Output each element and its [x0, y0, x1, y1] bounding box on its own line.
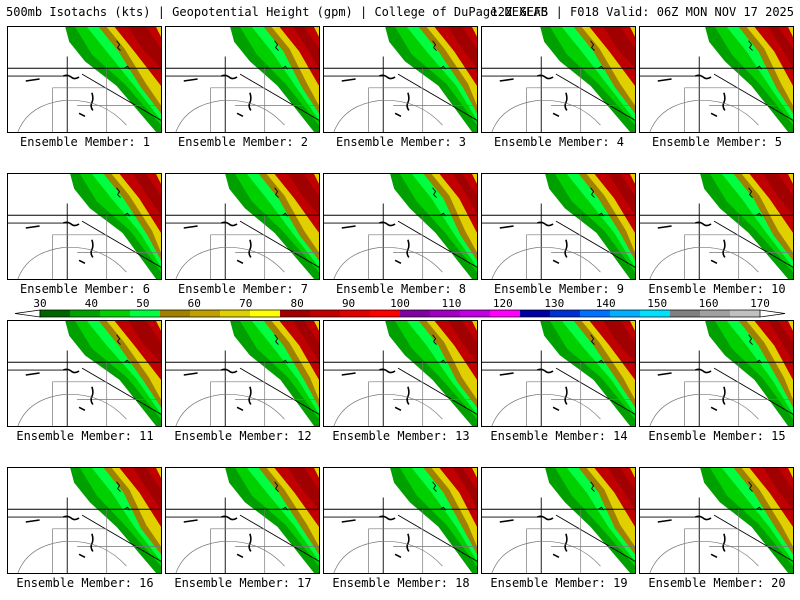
ensemble-map-16 [7, 467, 162, 574]
ensemble-map-1 [7, 26, 162, 133]
colorbar-tick-label: 90 [342, 297, 355, 310]
colorbar-swatch [610, 310, 641, 317]
run-info: 12Z GEFS | F018 Valid: 06Z MON NOV 17 20… [490, 5, 794, 19]
ensemble-member-label: Ensemble Member: 4 [493, 135, 625, 149]
ensemble-map-2 [165, 26, 320, 133]
ensemble-map-9 [481, 173, 636, 280]
colorbar-tick-label: 80 [291, 297, 304, 310]
colorbar-swatch [190, 310, 221, 317]
colorbar-swatch [160, 310, 191, 317]
ensemble-member-label: Ensemble Member: 12 [174, 429, 312, 443]
colorbar-swatch [340, 310, 371, 317]
ensemble-map-14 [481, 320, 636, 427]
ensemble-map-7 [165, 173, 320, 280]
colorbar-tick-label: 30 [33, 297, 46, 310]
ensemble-member-label: Ensemble Member: 16 [16, 576, 154, 590]
colorbar-right-arrow [759, 309, 786, 318]
ensemble-member-label: Ensemble Member: 19 [490, 576, 628, 590]
ensemble-member-label: Ensemble Member: 18 [332, 576, 470, 590]
colorbar-tick-label: 40 [85, 297, 98, 310]
colorbar-swatch [370, 310, 401, 317]
colorbar-swatch [430, 310, 461, 317]
ensemble-map-8 [323, 173, 478, 280]
ensemble-map-5 [639, 26, 794, 133]
ensemble-map-12 [165, 320, 320, 427]
colorbar-swatch [700, 310, 731, 317]
colorbar-tick-label: 100 [390, 297, 410, 310]
colorbar-swatch [220, 310, 251, 317]
ensemble-member-label: Ensemble Member: 13 [332, 429, 470, 443]
colorbar-tick-label: 110 [441, 297, 461, 310]
colorbar-tick-label: 70 [239, 297, 252, 310]
colorbar-swatch [580, 310, 611, 317]
ensemble-map-10 [639, 173, 794, 280]
ensemble-member-label: Ensemble Member: 6 [19, 282, 151, 296]
ensemble-member-label: Ensemble Member: 2 [177, 135, 309, 149]
ensemble-member-label: Ensemble Member: 11 [16, 429, 154, 443]
ensemble-map-19 [481, 467, 636, 574]
ensemble-member-label: Ensemble Member: 9 [493, 282, 625, 296]
ensemble-map-3 [323, 26, 478, 133]
colorbar-tick-label: 50 [136, 297, 149, 310]
colorbar-swatch [400, 310, 431, 317]
colorbar-swatch [520, 310, 551, 317]
colorbar-swatch [490, 310, 521, 317]
colorbar-swatch [460, 310, 491, 317]
ensemble-map-17 [165, 467, 320, 574]
ensemble-map-11 [7, 320, 162, 427]
ensemble-map-6 [7, 173, 162, 280]
colorbar-swatch [730, 310, 761, 317]
colorbar-swatch [250, 310, 281, 317]
ensemble-map-18 [323, 467, 478, 574]
ensemble-map-20 [639, 467, 794, 574]
chart-title: 500mb Isotachs (kts) | Geopotential Heig… [6, 5, 548, 19]
colorbar-swatch [640, 310, 671, 317]
ensemble-member-label: Ensemble Member: 3 [335, 135, 467, 149]
colorbar-tick-label: 140 [596, 297, 616, 310]
colorbar-tick-label: 120 [493, 297, 513, 310]
ensemble-member-label: Ensemble Member: 10 [648, 282, 786, 296]
ensemble-member-label: Ensemble Member: 15 [648, 429, 786, 443]
ensemble-member-label: Ensemble Member: 1 [19, 135, 151, 149]
colorbar-swatch [280, 310, 311, 317]
colorbar-swatch [550, 310, 581, 317]
ensemble-member-label: Ensemble Member: 8 [335, 282, 467, 296]
colorbar-tick-label: 130 [544, 297, 564, 310]
colorbar-swatch [70, 310, 101, 317]
colorbar-swatch [670, 310, 701, 317]
colorbar-swatch [130, 310, 161, 317]
ensemble-member-label: Ensemble Member: 5 [651, 135, 783, 149]
colorbar-tick-label: 160 [699, 297, 719, 310]
colorbar-swatch [40, 310, 71, 317]
colorbar-tick-label: 170 [750, 297, 770, 310]
ensemble-member-label: Ensemble Member: 14 [490, 429, 628, 443]
colorbar-outline [39, 309, 761, 318]
ensemble-map-4 [481, 26, 636, 133]
colorbar-swatch [100, 310, 131, 317]
ensemble-member-label: Ensemble Member: 20 [648, 576, 786, 590]
colorbar-left-arrow [14, 309, 41, 318]
isotach-colorbar: 30 40 50 60 70 80 90 100 110 120 130 140 150 160 170 [0, 296, 800, 322]
ensemble-member-label: Ensemble Member: 17 [174, 576, 312, 590]
ensemble-member-label: Ensemble Member: 7 [177, 282, 309, 296]
ensemble-map-15 [639, 320, 794, 427]
colorbar-tick-label: 60 [188, 297, 201, 310]
colorbar-swatch [310, 310, 341, 317]
ensemble-map-13 [323, 320, 478, 427]
colorbar-tick-label: 150 [647, 297, 667, 310]
